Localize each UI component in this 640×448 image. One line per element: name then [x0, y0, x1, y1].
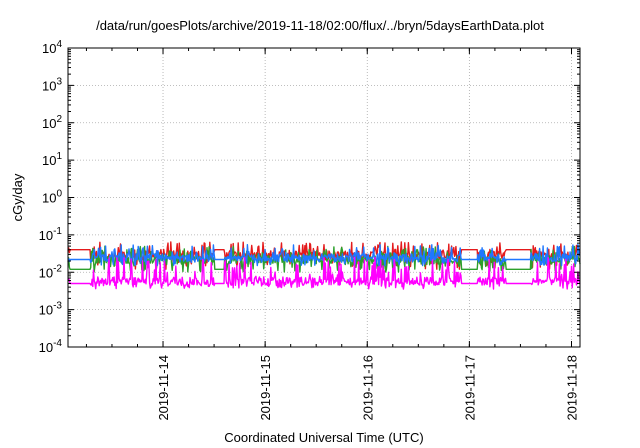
y-tick-label: 10-2	[39, 263, 63, 280]
x-tick-label: 2019-11-18	[564, 355, 579, 421]
series-line	[67, 256, 581, 290]
y-tick-label: 101	[42, 151, 62, 168]
y-tick-label: 10-1	[39, 226, 63, 243]
x-tick-label: 2019-11-14	[156, 355, 171, 421]
y-axis-label: cGy/day	[10, 173, 25, 221]
y-tick-label: 103	[42, 76, 62, 93]
x-tick-label: 2019-11-16	[360, 355, 375, 421]
x-axis-label: Coordinated Universal Time (UTC)	[224, 430, 424, 445]
y-tick-label: 100	[42, 189, 62, 206]
chart-title: /data/run/goesPlots/archive/2019-11-18/0…	[96, 18, 544, 33]
y-tick-label: 10-4	[39, 338, 63, 355]
x-tick-label: 2019-11-17	[462, 355, 477, 421]
y-tick-label: 102	[42, 114, 62, 131]
x-tick-label: 2019-11-15	[258, 355, 273, 421]
series-line	[67, 243, 581, 267]
y-tick-label: 10-3	[39, 301, 63, 318]
y-tick-label: 104	[42, 39, 62, 56]
